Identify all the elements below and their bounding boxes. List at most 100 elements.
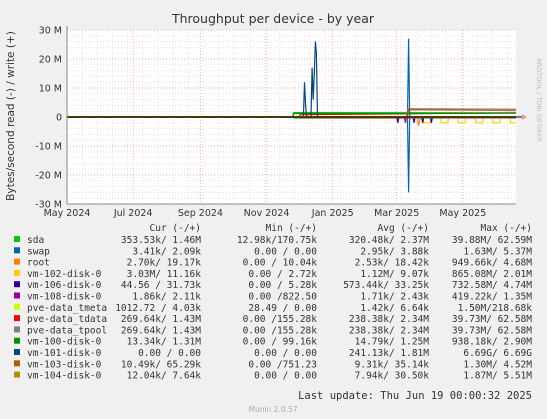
legend-max-value: 732.58M/ 4.74M (452, 280, 532, 291)
legend-min-value: 0.00 / 0.00 (254, 371, 317, 382)
legend-swatch (14, 371, 20, 378)
legend-max-value: 419.22k/ 1.35M (452, 292, 532, 303)
legend-min-value: 0.00 / 5.28k (248, 280, 317, 291)
legend-cur-value: 0.00 / 0.00 (138, 348, 201, 359)
legend-max-value: 865.08M/ 2.01M (452, 269, 532, 280)
legend: Cur (-/+) Min (-/+) Avg (-/+) Max (-/+) sda 3… (14, 223, 532, 382)
legend-cur-value: 3.03M/ 11.16k (127, 269, 202, 280)
legend-avg-value: 241.13k/ 1.81M (349, 348, 429, 359)
y-tick-label: -30 M (35, 200, 62, 211)
legend-avg-value: 9.31k/ 35.14k (355, 359, 430, 370)
legend-swatch (14, 236, 20, 242)
legend-swatch (14, 303, 20, 310)
legend-min-value: 0.00 /822.50 (248, 292, 317, 303)
legend-swatch (14, 326, 20, 333)
legend-swatch (14, 337, 20, 344)
y-tick-label: 10 M (39, 84, 62, 95)
legend-swatch (14, 292, 20, 299)
y-axis-ticks: 30 M 20 M 10 M 0 -10 M -20 M -30 M (35, 26, 62, 211)
legend-series-name: sda (27, 235, 44, 246)
legend-column-header: Avg (-/+) (378, 223, 429, 234)
legend-avg-value: 2.53k/ 18.42k (355, 258, 430, 269)
legend-series-name: swap (27, 246, 50, 257)
y-tick-label: 0 (56, 113, 62, 124)
legend-cur-value: 10.49k/ 65.29k (121, 359, 201, 370)
x-tick-label: Jul 2024 (113, 208, 153, 219)
legend-cur-value: 353.53k/ 1.46M (121, 235, 201, 246)
y-axis-label: Bytes/second read (-) / write (+) (5, 31, 17, 201)
legend-min-value: 0.00 / 10.04k (243, 258, 318, 269)
legend-avg-value: 1.42k/ 6.64k (360, 303, 429, 314)
y-tick-label: 20 M (39, 55, 62, 66)
axes (66, 26, 527, 205)
x-tick-label: May 2025 (439, 208, 486, 219)
legend-min-value: 0.00 / 0.00 (254, 348, 317, 359)
legend-min-value: 0.00 / 2.72k (248, 269, 317, 280)
legend-cur-value: 12.04k/ 7.64k (127, 371, 202, 382)
rrdtool-watermark: RRDTOOL / TOBI OETIKER (535, 58, 543, 142)
x-tick-label: Jan 2025 (311, 208, 354, 219)
legend-swatch (14, 247, 20, 254)
legend-series-name: pve-data_tmeta (27, 303, 107, 314)
legend-max-value: 6.69G/ 6.69G (463, 348, 532, 359)
legend-cur-value: 2.70k/ 19.17k (127, 258, 202, 269)
chart-title: Throughput per device - by year (171, 11, 375, 26)
legend-min-value: 0.00 /155.28k (243, 314, 318, 325)
y-tick-label: -20 M (35, 171, 62, 182)
legend-series-name: vm-108-disk-0 (27, 292, 102, 303)
x-axis-ticks: May 2024 Jul 2024 Sep 2024 Nov 2024 Jan 2025… (44, 208, 487, 219)
legend-series-name: pve-data_tpool (27, 325, 107, 336)
legend-max-value: 39.88M/ 62.59M (452, 235, 532, 246)
legend-series-name: vm-100-disk-0 (27, 337, 102, 348)
legend-swatch (14, 281, 20, 288)
legend-cur-value: 1012.72 / 4.03k (115, 303, 201, 314)
legend-min-value: 0.00 / 0.00 (254, 246, 317, 257)
legend-cur-value: 269.64k/ 1.43M (121, 325, 201, 336)
series-write-line (67, 41, 516, 118)
y-tick-label: -10 M (35, 142, 62, 153)
legend-min-value: 12.98k/170.75k (237, 235, 317, 246)
legend-max-value: 39.73M/ 62.58M (452, 314, 532, 325)
legend-swatch (14, 269, 20, 276)
legend-max-value: 949.66k/ 4.68M (452, 258, 532, 269)
legend-max-value: 39.73M/ 62.58M (452, 325, 532, 336)
legend-min-value: 0.00 / 99.16k (243, 337, 318, 348)
legend-max-value: 1.50M/218.68k (458, 303, 533, 314)
legend-avg-value: 1.12M/ 9.07k (360, 269, 429, 280)
legend-avg-value: 238.38k/ 2.34M (349, 325, 429, 336)
legend-cur-value: 1.86k/ 2.11k (132, 292, 201, 303)
legend-avg-value: 7.94k/ 30.50k (355, 371, 430, 382)
legend-series-name: vm-104-disk-0 (27, 371, 102, 382)
legend-column-header: Max (-/+) (481, 223, 532, 234)
legend-min-value: 0.00 /155.28k (243, 325, 318, 336)
legend-avg-value: 1.71k/ 2.43k (360, 292, 429, 303)
x-axis-arrow (522, 114, 527, 120)
legend-avg-value: 238.38k/ 2.34M (349, 314, 429, 325)
x-tick-label: Mar 2025 (374, 208, 419, 219)
x-tick-label: Sep 2024 (178, 208, 223, 219)
legend-avg-value: 320.48k/ 2.37M (349, 235, 429, 246)
legend-column-header: Min (-/+) (266, 223, 317, 234)
legend-max-value: 1.63M/ 5.37M (463, 246, 532, 257)
munin-version: Munin 2.0.57 (248, 405, 297, 414)
legend-swatch (14, 349, 20, 355)
legend-cur-value: 269.64k/ 1.43M (121, 314, 201, 325)
last-update: Last update: Thu Jun 19 00:00:32 2025 (298, 390, 532, 402)
legend-min-value: 28.49 / 0.00 (248, 303, 317, 314)
x-tick-label: Nov 2024 (244, 208, 290, 219)
legend-cur-value: 3.41k/ 2.09k (132, 246, 201, 257)
legend-series-name: vm-101-disk-0 (27, 348, 102, 359)
legend-swatch (14, 360, 20, 367)
legend-max-value: 1.30M/ 4.52M (463, 359, 532, 370)
legend-column-header: Cur (-/+) (150, 223, 201, 234)
legend-series-name: vm-103-disk-0 (27, 359, 102, 370)
legend-swatch (14, 258, 20, 265)
legend-avg-value: 573.44k/ 33.25k (343, 280, 429, 291)
legend-series-name: vm-106-disk-0 (27, 280, 102, 291)
y-tick-label: 30 M (39, 26, 62, 37)
legend-avg-value: 14.79k/ 1.25M (355, 337, 430, 348)
legend-series-name: root (27, 258, 50, 269)
legend-max-value: 1.87M/ 5.51M (463, 371, 532, 382)
x-tick-label: May 2024 (44, 208, 91, 219)
